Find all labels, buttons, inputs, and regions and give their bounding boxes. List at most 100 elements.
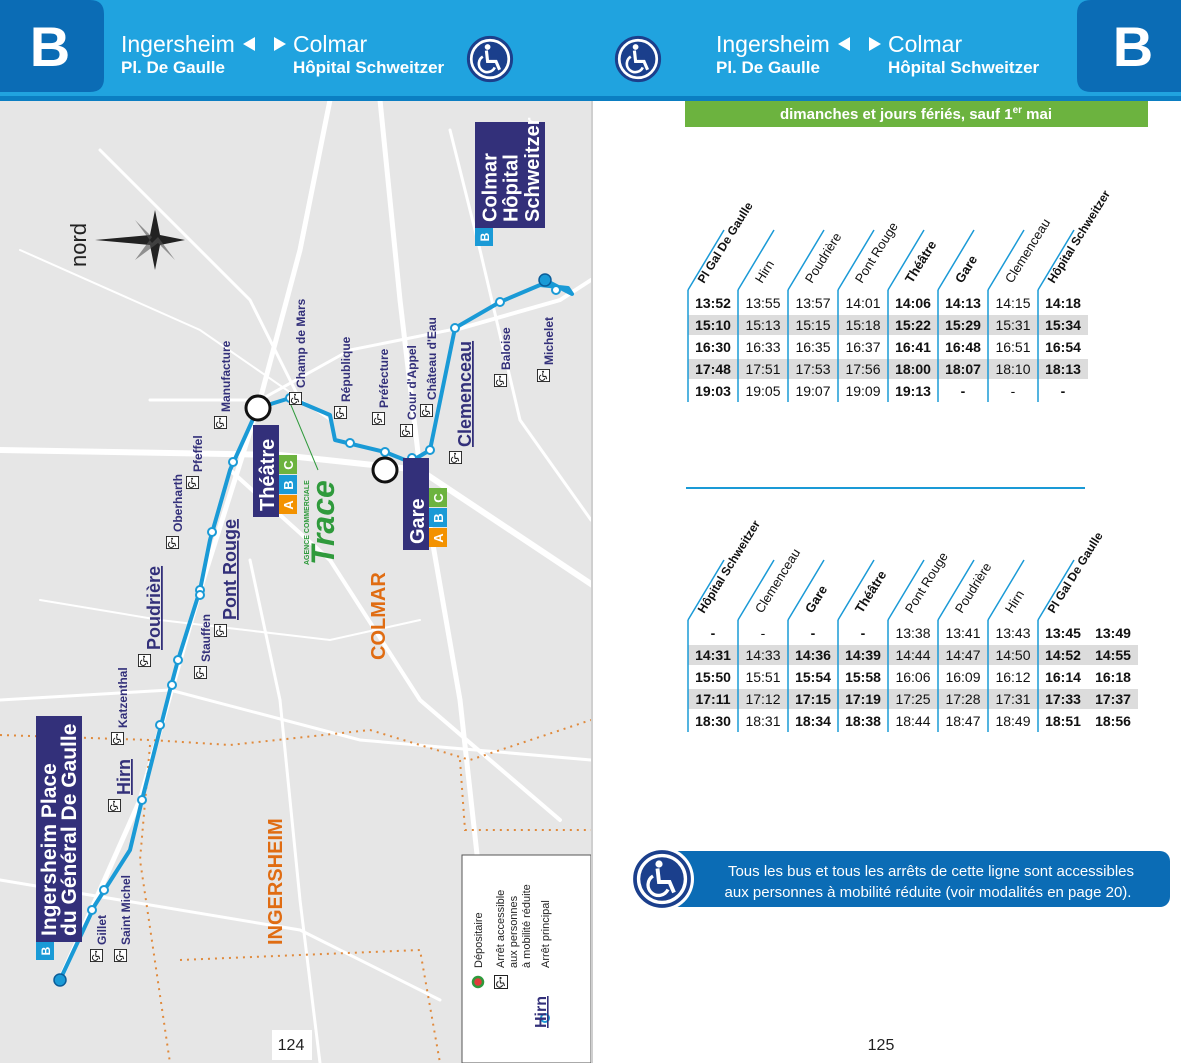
stop-label: Stauffen — [199, 614, 213, 662]
road — [448, 128, 593, 522]
time-cell: 17:25 — [895, 691, 930, 707]
time-cell: - — [1011, 383, 1016, 399]
stop-label: Manufacture — [219, 340, 233, 412]
accessibility-icon — [614, 35, 662, 83]
time-cell: 16:54 — [1045, 339, 1081, 355]
header-rule — [687, 559, 725, 621]
agency-logo: Trace — [305, 480, 341, 565]
line-badge — [429, 508, 447, 527]
time-cell: 17:11 — [695, 691, 730, 707]
accessible-icon — [186, 476, 199, 489]
header-rule — [737, 559, 775, 621]
line-badge — [429, 488, 447, 507]
agency-label: AGENCE COMMERCIALE — [304, 480, 311, 565]
time-cell: 14:39 — [845, 647, 881, 663]
header-rule — [887, 229, 925, 291]
main-stop-label: Gare — [407, 498, 429, 544]
terminus-box — [36, 716, 82, 942]
page-number: 125 — [868, 1037, 895, 1054]
to-name: Colmar — [888, 31, 962, 57]
legend-label: aux personnes — [508, 895, 520, 968]
time-cell: 16:41 — [895, 339, 931, 355]
note-line: Tous les bus et tous les arrêts de cette… — [728, 863, 1134, 880]
time-cell: 14:52 — [1045, 647, 1081, 663]
time-cell: 19:07 — [795, 383, 830, 399]
row-shade — [688, 689, 1138, 709]
time-cell: - — [1061, 383, 1066, 399]
legend-main-icon — [540, 1013, 550, 1023]
time-cell: 13:57 — [795, 295, 830, 311]
time-cell: 13:55 — [745, 295, 780, 311]
stop-labels: Michelet Baloise Clemenceau Château d'Eau Co… — [36, 117, 556, 962]
line-badge — [279, 455, 297, 474]
road — [248, 558, 322, 1063]
compass-star — [95, 210, 185, 270]
map: nord COLMAR INGERSHEIM AGENCE COMMERCIAL… — [0, 97, 603, 1063]
time-cell: 18:51 — [1045, 713, 1081, 729]
stop-label: Pfeffel — [191, 435, 205, 472]
note-line: aux personnes à mobilité réduite (voir m… — [725, 884, 1132, 901]
boundaries — [0, 719, 592, 1063]
terminus-dot — [538, 273, 552, 287]
line-badge-label: C — [431, 493, 446, 503]
time-cell: 15:22 — [895, 317, 931, 333]
from-name: Ingersheim — [121, 31, 235, 57]
boundary — [459, 759, 591, 831]
stop-label: Clemenceau — [455, 341, 475, 447]
main-stop-box — [253, 425, 279, 517]
road — [453, 278, 593, 332]
time-cell: 16:48 — [945, 339, 981, 355]
time-cell: 16:30 — [695, 339, 731, 355]
boundary — [138, 744, 171, 1063]
header-rule — [987, 229, 1025, 291]
to-name: Colmar — [293, 31, 367, 57]
header-left: Ingersheim Pl. De Gaulle Colmar Hôpital … — [121, 31, 514, 83]
time-cell: 15:15 — [795, 317, 830, 333]
line-tab — [1077, 0, 1181, 92]
terminus-box — [475, 122, 545, 228]
stop-label: Préfecture — [377, 348, 391, 408]
line-badge-label: B — [431, 513, 446, 522]
time-cell: 18:10 — [995, 361, 1030, 377]
note-box — [660, 851, 1170, 907]
page-number-bg — [272, 1030, 312, 1060]
accessible-icon — [537, 369, 550, 382]
terminus-badge — [36, 942, 54, 960]
terminus-badge-label: B — [39, 946, 53, 955]
time-cell: 18:38 — [845, 713, 881, 729]
terminus-badge — [475, 228, 493, 246]
accessible-icon — [108, 799, 121, 812]
time-cell: 18:13 — [1045, 361, 1081, 377]
stop-label: Poudrière — [144, 566, 164, 650]
line-badge-label: A — [431, 533, 446, 543]
time-cell: 19:05 — [745, 383, 780, 399]
time-cell: 17:33 — [1045, 691, 1081, 707]
time-cell: 17:12 — [745, 691, 780, 707]
arrow-left — [243, 37, 255, 51]
time-cell: 18:30 — [695, 713, 731, 729]
stop-label: Michelet — [542, 317, 556, 365]
line-letter: B — [1113, 15, 1153, 78]
time-cell: - — [811, 625, 816, 641]
time-cell: 16:37 — [845, 339, 880, 355]
stop-dot — [137, 795, 147, 805]
time-cell: 17:31 — [995, 691, 1030, 707]
stop-label: Gillet — [95, 915, 109, 945]
time-cell: 18:34 — [795, 713, 831, 729]
from-sub: Pl. De Gaulle — [121, 58, 225, 77]
accessible-icon — [214, 416, 227, 429]
time-cell: 16:14 — [1045, 669, 1081, 685]
header-rule — [787, 559, 825, 621]
time-cell: 13:49 — [1095, 625, 1131, 641]
line-badge-label: A — [281, 500, 296, 510]
agency-pointer — [287, 397, 319, 471]
time-cell: 14:06 — [895, 295, 931, 311]
time-cell: 13:52 — [695, 295, 731, 311]
time-cell: 15:10 — [695, 317, 731, 333]
accessible-icon — [289, 392, 302, 405]
stop-dot — [380, 447, 390, 457]
legend-box — [461, 854, 592, 1063]
time-cell: 17:53 — [795, 361, 830, 377]
time-cell: 18:56 — [1095, 713, 1131, 729]
stop-label: Cour d'Appel — [405, 345, 419, 420]
